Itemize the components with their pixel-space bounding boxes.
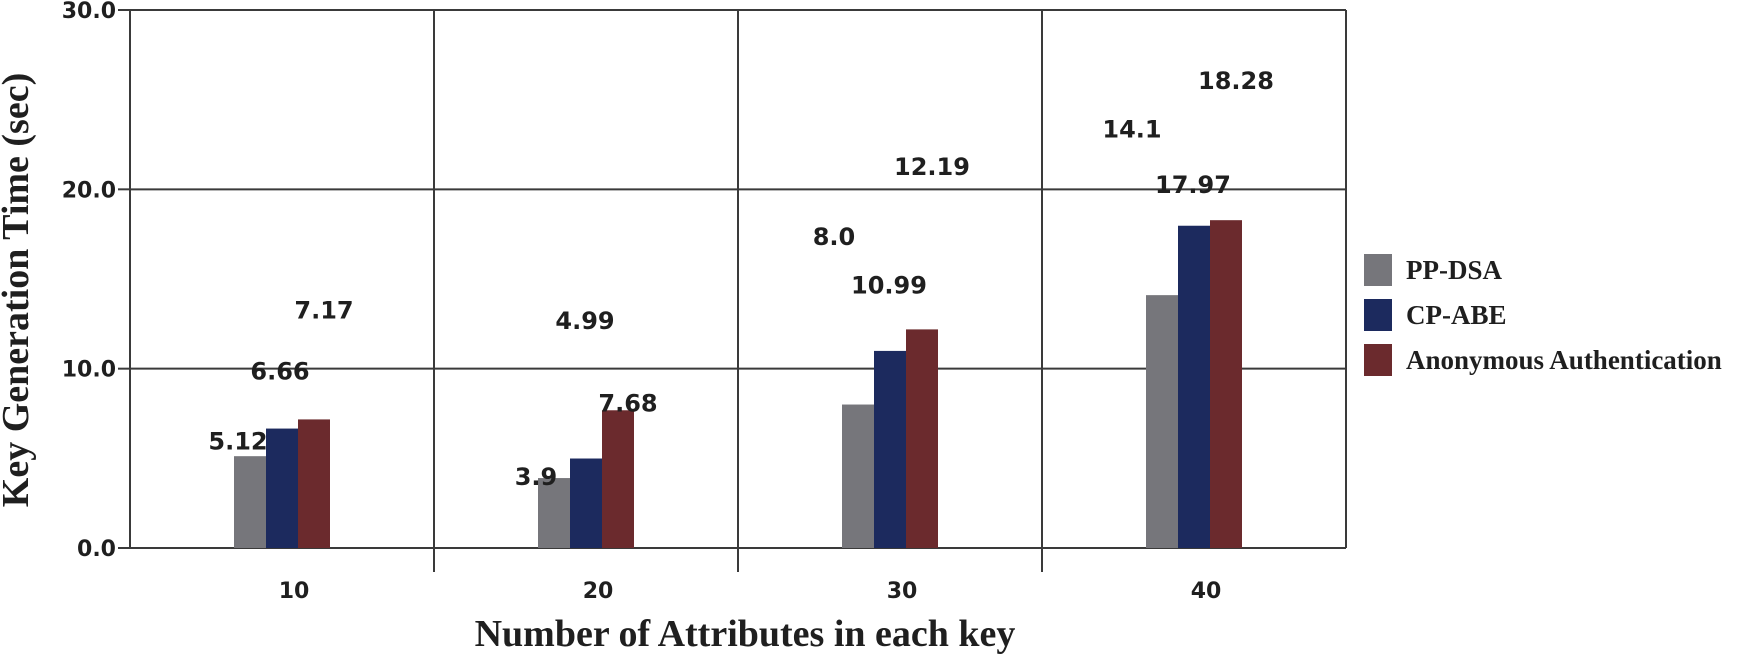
bar-pp-dsa-40 (1146, 295, 1178, 548)
y-tick-label: 10.0 (62, 358, 116, 383)
data-label-anonymous-authentication-20: 7.68 (598, 390, 657, 418)
legend: PP-DSA CP-ABE Anonymous Authentication (1364, 254, 1722, 376)
bar-cp-abe-30 (874, 350, 906, 548)
data-labels: 5.12 6.66 7.17 3.9 4.99 7.68 8.0 10.99 12.19 14.1… (208, 67, 1274, 491)
legend-label: CP-ABE (1406, 300, 1507, 330)
bar-cp-abe-10 (266, 428, 298, 548)
data-label-anonymous-authentication-30: 12.19 (894, 153, 970, 181)
bar-anonymous-authentication-30 (906, 329, 938, 548)
x-axis-title: Number of Attributes in each key (475, 613, 1016, 655)
data-label-pp-dsa-20: 3.9 (515, 463, 558, 491)
bar-anonymous-authentication-10 (298, 419, 330, 548)
data-label-cp-abe-40: 17.97 (1155, 171, 1231, 199)
bar-cp-abe-20 (570, 458, 602, 548)
bar-pp-dsa-20 (538, 478, 570, 548)
legend-swatch (1364, 254, 1392, 286)
y-axis-title: Key Generation Time (sec) (0, 73, 37, 507)
legend-label: PP-DSA (1406, 255, 1502, 285)
bar-pp-dsa-30 (842, 404, 874, 548)
bar-anonymous-authentication-40 (1210, 220, 1242, 549)
data-label-anonymous-authentication-40: 18.28 (1198, 67, 1274, 95)
x-tick-label: 30 (887, 579, 918, 604)
legend-swatch (1364, 299, 1392, 331)
data-label-pp-dsa-10: 5.12 (208, 427, 267, 455)
tick-labels: 0.0 10.0 20.0 30.0 10 20 30 40 (62, 0, 1222, 604)
bar-cp-abe-40 (1178, 225, 1210, 548)
x-tick-label: 40 (1191, 579, 1222, 604)
x-tick-label: 20 (583, 579, 614, 604)
data-label-anonymous-authentication-10: 7.17 (294, 296, 353, 324)
bar-pp-dsa-10 (234, 456, 266, 548)
legend-swatch (1364, 344, 1392, 376)
bar-anonymous-authentication-20 (602, 410, 634, 548)
y-tick-label: 30.0 (62, 0, 116, 24)
y-tick-label: 20.0 (62, 178, 116, 203)
data-label-cp-abe-10: 6.66 (250, 357, 309, 385)
legend-label: Anonymous Authentication (1406, 345, 1722, 375)
x-tick-label: 10 (279, 579, 310, 604)
data-label-pp-dsa-40: 14.1 (1102, 115, 1161, 143)
data-label-pp-dsa-30: 8.0 (813, 223, 856, 251)
data-label-cp-abe-30: 10.99 (851, 271, 927, 299)
y-tick-label: 0.0 (77, 537, 116, 562)
data-label-cp-abe-20: 4.99 (555, 307, 614, 335)
grid (118, 9, 1347, 572)
bars (234, 220, 1242, 549)
